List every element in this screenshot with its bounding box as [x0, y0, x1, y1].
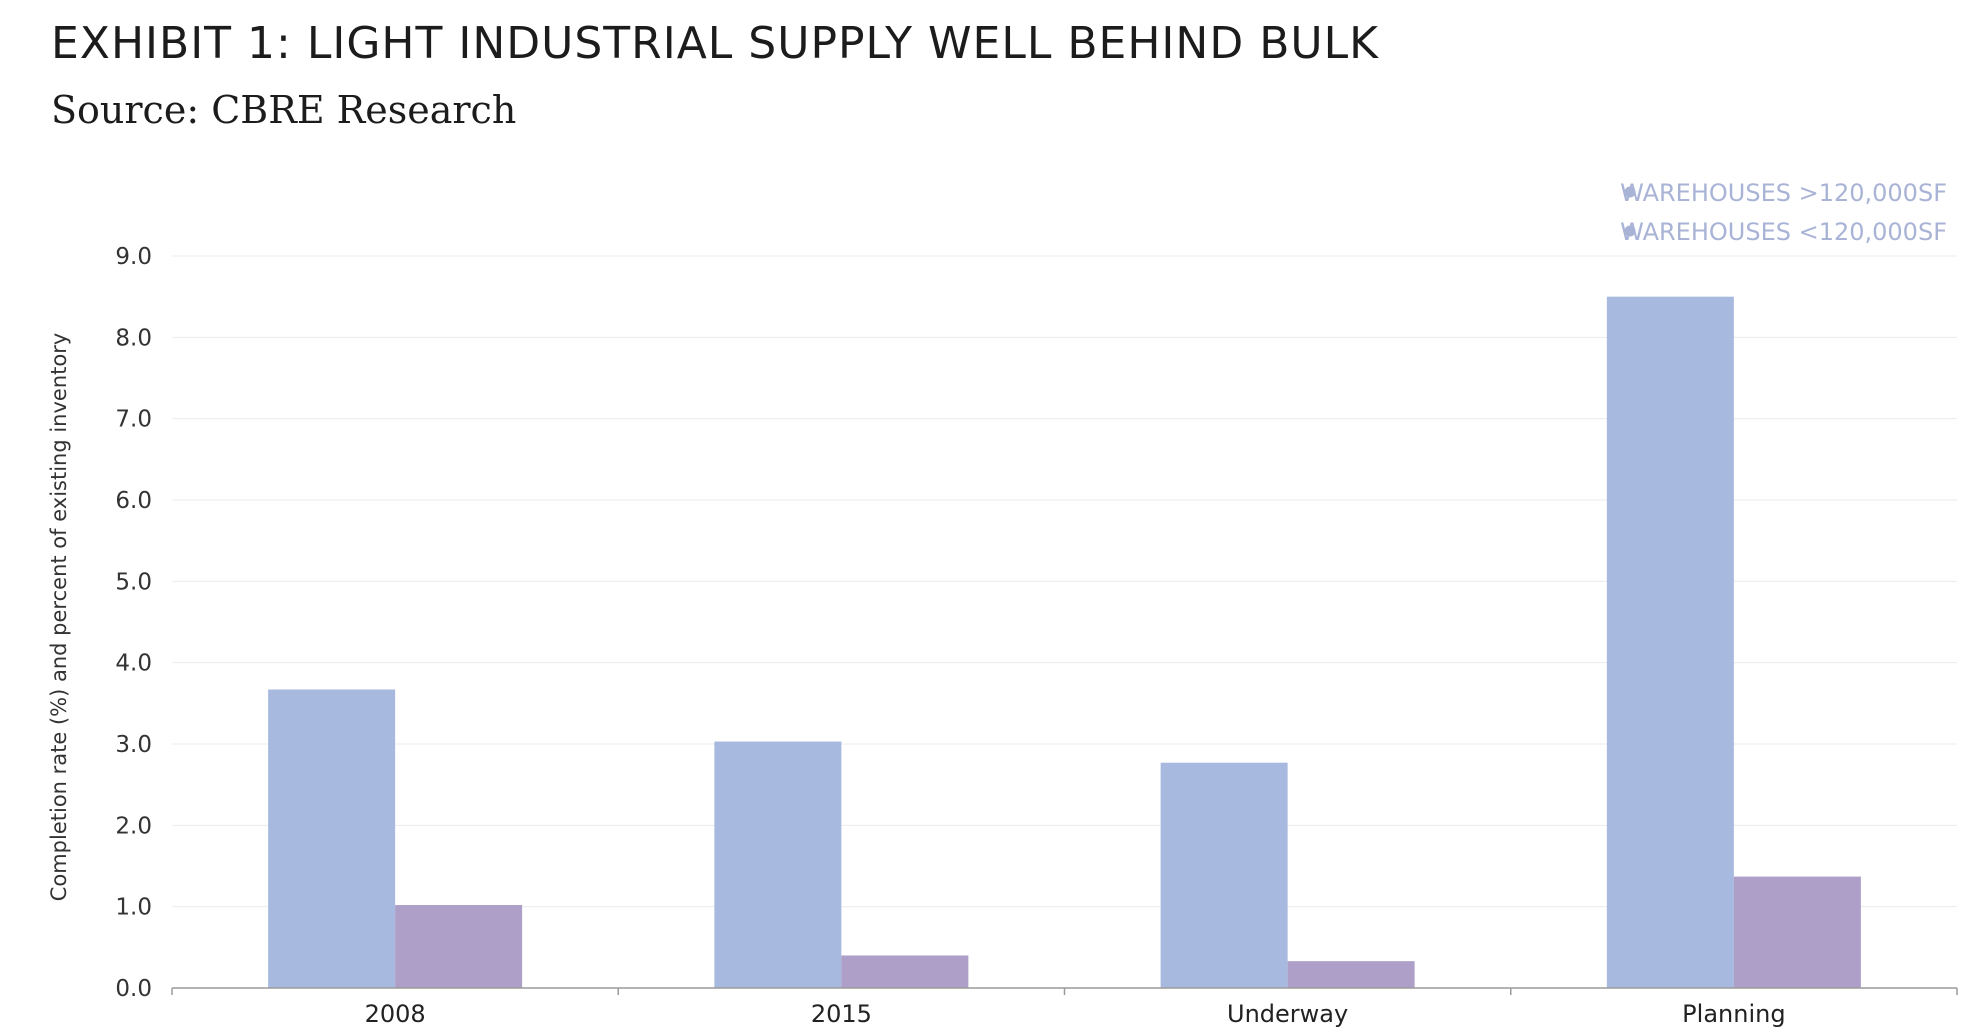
legend-label: WAREHOUSES <120,000SF [1620, 218, 1947, 246]
legend-label: WAREHOUSES >120,000SF [1620, 179, 1947, 207]
y-tick-label: 7.0 [115, 407, 152, 433]
x-category-label: Underway [1227, 1000, 1348, 1028]
y-tick-label: 3.0 [115, 732, 152, 758]
legend-marker [1624, 225, 1636, 237]
legend-marker [1624, 186, 1636, 198]
bar-2015-series-1 [714, 741, 842, 988]
legend: WAREHOUSES >120,000SF WAREHOUSES <120,000… [1620, 179, 1947, 246]
bar-2008-series-2 [395, 905, 523, 988]
y-tick-label: 0.0 [115, 976, 152, 1002]
bars [268, 296, 1861, 989]
y-tick-label: 8.0 [115, 325, 152, 351]
bar-underway-series-2 [1287, 961, 1415, 988]
y-tick-label: 5.0 [115, 569, 152, 595]
chart-source: Source: CBRE Research [51, 88, 517, 132]
y-tick-label: 9.0 [115, 244, 152, 270]
chart-title: EXHIBIT 1: LIGHT INDUSTRIAL SUPPLY WELL … [51, 18, 1379, 69]
bar-2015-series-2 [841, 955, 969, 988]
y-axis-title: Completion rate (%) and percent of exist… [47, 333, 71, 902]
y-tick-label: 2.0 [115, 813, 152, 839]
y-tick-label: 6.0 [115, 488, 152, 514]
bar-planning-series-2 [1733, 876, 1861, 988]
bar-2008-series-1 [268, 689, 396, 988]
y-tick-label: 1.0 [115, 895, 152, 921]
x-category-label: 2015 [811, 1000, 872, 1028]
axes: 0.0 1.0 2.0 3.0 4.0 5.0 6.0 7.0 8.0 9.0 2008 2015 Un… [115, 244, 1958, 1028]
bar-underway-series-1 [1160, 762, 1288, 988]
x-category-label: Planning [1682, 1000, 1785, 1028]
y-tick-label: 4.0 [115, 651, 152, 677]
x-category-label: 2008 [365, 1000, 426, 1028]
bar-planning-series-1 [1606, 296, 1734, 989]
